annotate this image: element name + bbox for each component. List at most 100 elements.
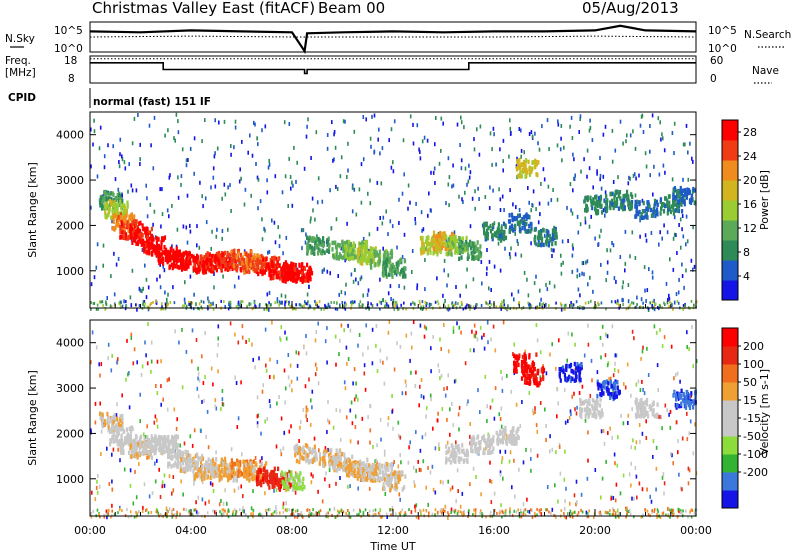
power-scatter-cell: [111, 219, 113, 224]
power-data-cell: [114, 196, 117, 202]
velocity-scatter-cell: [545, 424, 547, 428]
velocity-scatter-cell: [150, 359, 153, 364]
power-scatter-cell: [306, 292, 309, 297]
velocity-ground-cell: [117, 511, 119, 515]
velocity-scatter-cell: [312, 474, 314, 479]
velocity-scatter-cell: [686, 411, 688, 416]
power-ground-cell: [590, 299, 592, 303]
velocity-ground-cell: [440, 508, 443, 511]
power-scatter-cell: [685, 242, 687, 247]
power-scatter-cell: [612, 180, 615, 184]
power-data-cell: [525, 221, 528, 227]
power-scatter-cell: [436, 276, 438, 281]
power-scatter-cell: [446, 283, 448, 288]
velocity-scatter-cell: [335, 362, 337, 367]
velocity-scatter-cell: [490, 337, 492, 342]
power-data-cell: [423, 245, 426, 251]
power-data-cell: [436, 249, 439, 254]
power-data-cell: [144, 230, 147, 235]
power-scatter-cell: [171, 244, 173, 249]
power-scatter-cell: [616, 203, 618, 208]
power-data-cell: [205, 264, 208, 269]
power-data-cell: [394, 267, 398, 272]
velocity-ground-cell: [431, 512, 434, 516]
velocity-scatter-cell: [500, 503, 502, 508]
power-scatter-cell: [629, 133, 632, 138]
velocity-ground-cell: [309, 511, 311, 515]
power-scatter-cell: [362, 157, 365, 162]
power-data-cell: [473, 249, 476, 255]
power-scatter-cell: [340, 246, 343, 251]
power-data-cell: [214, 256, 217, 262]
velocity-scatter-cell: [339, 437, 342, 442]
velocity-scatter-cell: [196, 386, 199, 391]
power-scatter-cell: [460, 166, 463, 171]
power-data-cell: [389, 258, 392, 264]
power-scatter-cell: [651, 113, 654, 118]
velocity-scatter-cell: [326, 430, 328, 434]
power-ground-cell: [344, 307, 347, 311]
power-scatter-cell: [379, 151, 381, 156]
velocity-scatter-cell: [367, 415, 369, 420]
power-ground-cell: [682, 304, 685, 307]
power-data-cell: [393, 270, 396, 275]
power-ground-cell: [288, 300, 290, 304]
velocity-scatter-cell: [515, 402, 518, 407]
velocity-scatter-cell: [111, 353, 113, 358]
power-ground-cell: [93, 301, 96, 305]
velocity-scatter-cell: [203, 398, 205, 403]
power-data-cell: [226, 250, 229, 256]
velocity-scatter-cell: [607, 361, 610, 366]
velocity-scatter-cell: [481, 335, 483, 340]
power-ground-cell: [268, 301, 270, 305]
power-ground-cell: [323, 307, 325, 311]
velocity-ground-cell: [310, 512, 313, 516]
power-data-cell: [108, 192, 111, 197]
power-scatter-cell: [416, 123, 419, 128]
power-scatter-cell: [484, 195, 487, 199]
velocity-scatter-cell: [123, 467, 126, 472]
power-data-cell: [218, 258, 221, 263]
power-data-cell: [476, 254, 479, 260]
power-data-cell: [145, 226, 148, 231]
velocity-ground-cell: [577, 511, 580, 515]
power-data-cell: [518, 157, 521, 163]
velocity-scatter-cell: [153, 420, 156, 425]
power-data-cell: [442, 236, 445, 241]
power-ground-cell: [631, 301, 633, 305]
date-label: 05/Aug/2013: [582, 0, 679, 17]
power-colorbar-swatch: [722, 280, 738, 301]
velocity-scatter-cell: [384, 467, 386, 472]
velocity-scatter-cell: [371, 327, 374, 332]
power-scatter-cell: [509, 188, 511, 193]
power-scatter-cell: [547, 184, 550, 189]
velocity-scatter-cell: [689, 509, 691, 514]
velocity-scatter-cell: [180, 479, 182, 484]
velocity-scatter-cell: [179, 443, 181, 448]
velocity-scatter-cell: [204, 331, 206, 336]
velocity-ground-cell: [511, 513, 514, 517]
velocity-scatter-cell: [436, 418, 439, 423]
velocity-ground-cell: [165, 515, 168, 519]
power-scatter-cell: [589, 118, 591, 123]
power-scatter-cell: [398, 221, 400, 225]
power-ground-cell: [597, 301, 599, 305]
power-data-cell: [302, 273, 305, 278]
power-data-cell: [292, 274, 296, 279]
power-data-cell: [136, 225, 139, 230]
power-data-cell: [228, 261, 231, 266]
power-ground-cell: [120, 300, 123, 304]
velocity-scatter-cell: [298, 439, 300, 443]
velocity-scatter-cell: [328, 420, 331, 425]
power-ground-cell: [654, 302, 657, 306]
power-scatter-cell: [102, 243, 105, 248]
velocity-scatter-cell: [305, 414, 307, 419]
power-data-cell: [208, 267, 211, 273]
velocity-scatter-cell: [374, 459, 376, 464]
power-scatter-cell: [293, 145, 295, 150]
velocity-scatter-cell: [414, 504, 416, 509]
power-scatter-cell: [131, 188, 134, 193]
velocity-scatter-cell: [272, 375, 275, 380]
power-ground-cell: [269, 303, 272, 307]
power-data-cell: [666, 202, 669, 208]
